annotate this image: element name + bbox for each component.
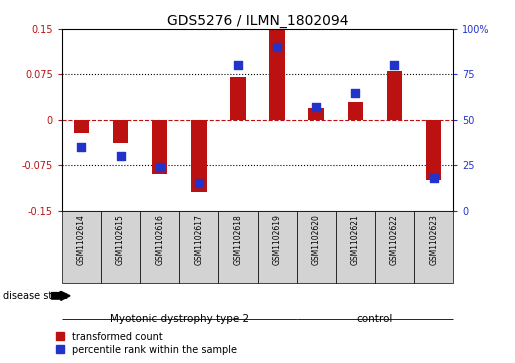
Point: [273, 44, 281, 50]
Point: [156, 164, 164, 170]
Text: GSM1102614: GSM1102614: [77, 214, 86, 265]
Bar: [269, 29, 285, 120]
Bar: [74, 120, 89, 133]
Point: [312, 104, 320, 110]
Bar: [230, 77, 246, 120]
Text: GSM1102618: GSM1102618: [233, 214, 243, 265]
Bar: [258, 211, 297, 283]
Text: GSM1102620: GSM1102620: [312, 214, 321, 265]
Text: GSM1102623: GSM1102623: [429, 214, 438, 265]
Title: GDS5276 / ILMN_1802094: GDS5276 / ILMN_1802094: [167, 14, 348, 28]
Bar: [426, 120, 441, 180]
Text: GSM1102616: GSM1102616: [155, 214, 164, 265]
Bar: [308, 108, 324, 120]
Point: [351, 90, 359, 95]
Bar: [387, 72, 402, 120]
Text: GSM1102615: GSM1102615: [116, 214, 125, 265]
Text: GSM1102617: GSM1102617: [194, 214, 203, 265]
Bar: [152, 120, 167, 174]
Bar: [218, 211, 258, 283]
Bar: [101, 211, 140, 283]
Point: [390, 62, 399, 68]
Legend: transformed count, percentile rank within the sample: transformed count, percentile rank withi…: [56, 331, 237, 355]
Bar: [62, 211, 101, 283]
Bar: [191, 120, 207, 192]
Bar: [414, 211, 453, 283]
Bar: [336, 211, 375, 283]
Point: [77, 144, 85, 150]
Point: [234, 62, 242, 68]
Point: [195, 180, 203, 186]
Bar: [140, 211, 179, 283]
Point: [430, 175, 438, 181]
Text: GSM1102619: GSM1102619: [272, 214, 282, 265]
Bar: [348, 102, 363, 120]
Point: [116, 153, 125, 159]
Text: control: control: [357, 314, 393, 325]
Bar: [113, 120, 128, 143]
Text: Myotonic dystrophy type 2: Myotonic dystrophy type 2: [110, 314, 249, 325]
Bar: [297, 211, 336, 283]
Bar: [375, 211, 414, 283]
Text: disease state: disease state: [3, 291, 67, 301]
Text: GSM1102621: GSM1102621: [351, 214, 360, 265]
Text: GSM1102622: GSM1102622: [390, 214, 399, 265]
Bar: [179, 211, 218, 283]
